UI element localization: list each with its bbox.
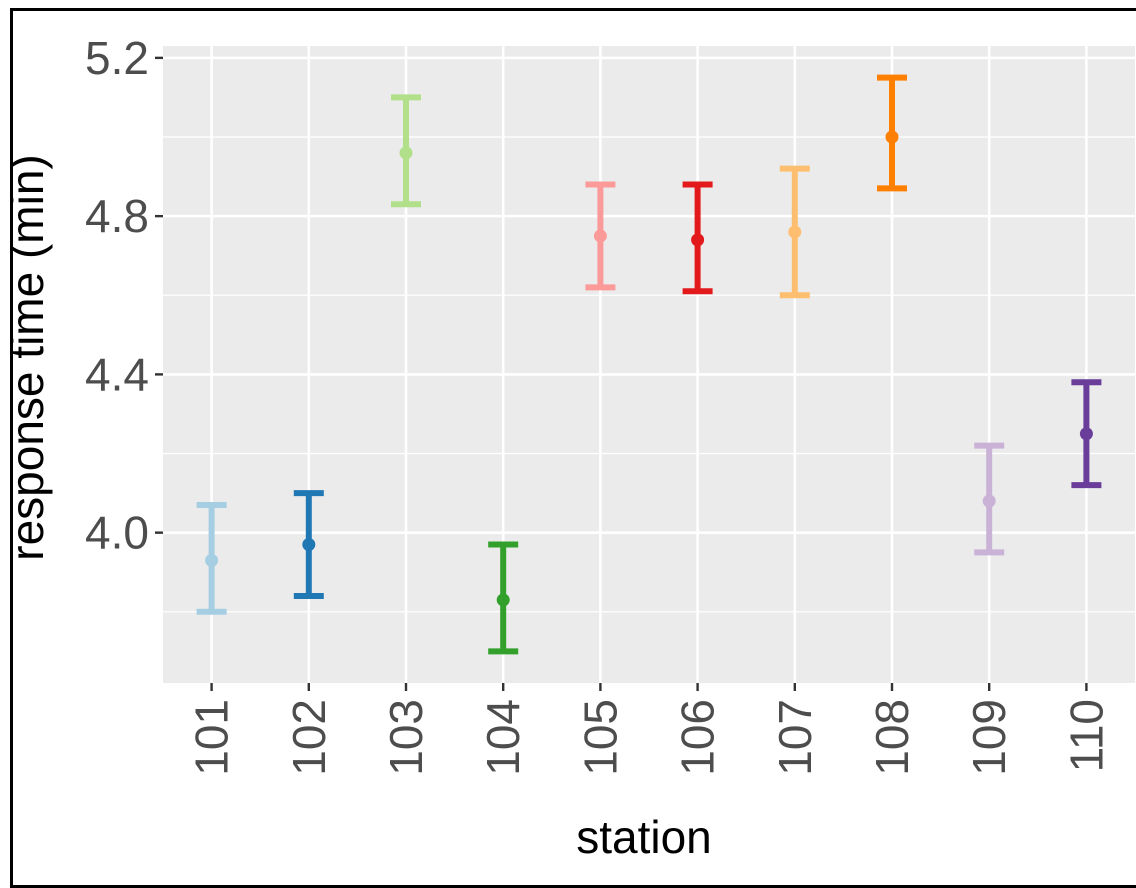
x-tick-label: 102 [283,699,335,776]
mean-point [496,593,510,607]
mean-point [205,553,219,567]
x-tick-label: 103 [380,699,432,776]
errorbar-106 [682,181,713,295]
x-tick-label: 106 [672,699,724,776]
plot-panel [163,46,1135,683]
mean-point [593,229,607,243]
errorbar-104 [488,541,519,655]
errorbar-103 [391,94,421,208]
x-tick-label: 107 [769,699,821,776]
mean-point [982,494,996,508]
errorbar-107 [779,165,810,299]
x-tick-label: 110 [1060,699,1112,772]
mean-point [1079,427,1093,441]
x-axis-title: station [576,811,712,863]
y-tick-label: 4.4 [85,348,149,400]
mean-point [691,233,705,247]
y-tick-label: 4.0 [85,507,149,559]
errorbar-109 [974,442,1005,556]
errorbar-105 [585,181,616,291]
y-tick-label: 5.2 [85,32,149,84]
x-tick-label: 109 [963,699,1015,776]
x-tick-label: 104 [477,699,529,776]
errorbar-chart: 4.0 4.4 4.8 5.2 101 102 103 104 105 106 107 108 109… [13,32,1135,863]
x-tick-label: 105 [574,699,626,776]
mean-point [302,538,316,552]
errorbar-108 [877,74,907,192]
errorbar-101 [196,501,227,615]
mean-point [885,130,899,144]
x-tick-label: 108 [866,699,918,776]
chart-frame: 4.0 4.4 4.8 5.2 101 102 103 104 105 106 107 108 109… [10,8,1136,888]
mean-point [788,225,802,239]
errorbar-102 [293,490,324,599]
y-tick-label: 4.8 [85,190,149,242]
x-tick-label: 101 [186,699,238,776]
mean-point [399,146,413,160]
errorbar-110 [1071,379,1102,489]
y-axis-title: response time (min) [13,154,53,560]
